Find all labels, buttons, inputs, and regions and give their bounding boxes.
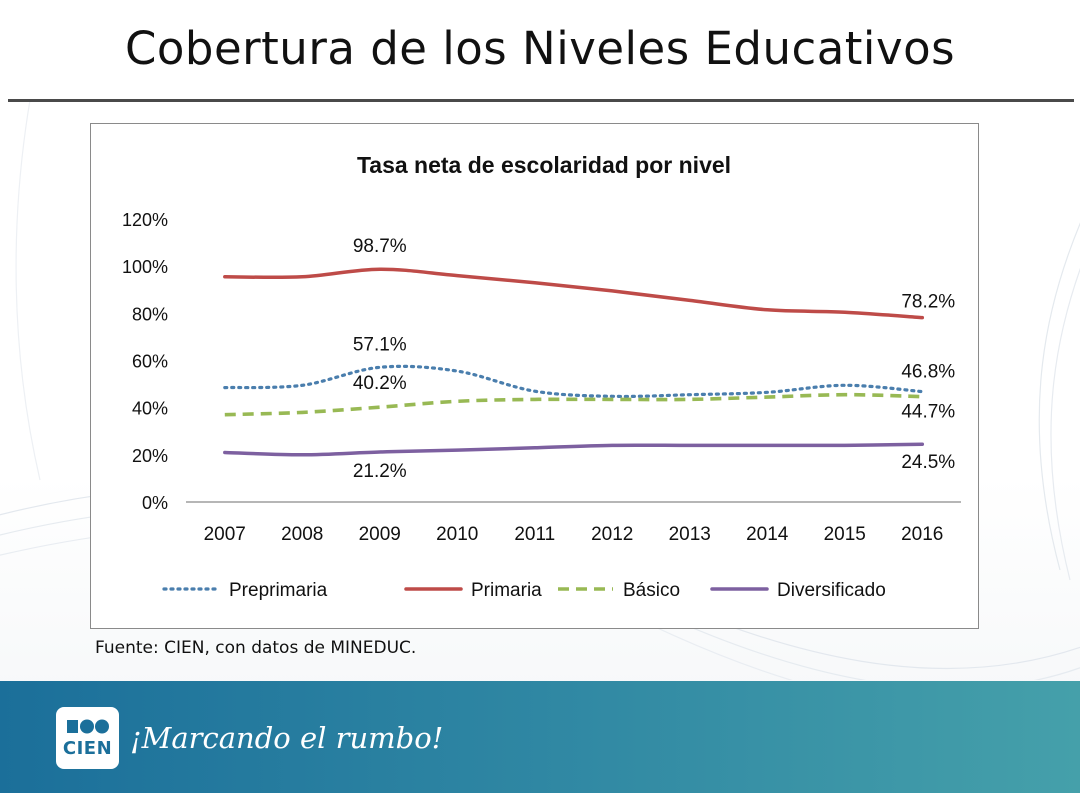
x-tick-label: 2008 xyxy=(281,524,323,545)
x-tick-label: 2016 xyxy=(901,524,943,545)
x-tick-labels: 2007 2008 2009 2010 2011 2012 2013 2014 2015 2016 xyxy=(204,524,944,545)
series-line-primaria xyxy=(223,267,925,320)
legend-label-basico: Básico xyxy=(623,580,680,601)
x-tick-label: 2009 xyxy=(359,524,401,545)
x-tick-label: 2014 xyxy=(746,524,789,545)
series-line-preprimaria xyxy=(223,364,924,399)
logo-mark-icon xyxy=(67,719,109,734)
y-tick-labels: 0% 20% 40% 60% 80% 100% 120% xyxy=(122,210,168,513)
source-note: Fuente: CIEN, con datos de MINEDUC. xyxy=(95,638,417,658)
data-label-primaria-2016: 78.2% xyxy=(901,292,955,313)
x-tick-label: 2011 xyxy=(514,524,555,545)
chart-container: Tasa neta de escolaridad por nivel 0% 20%… xyxy=(90,123,979,629)
footer-band: CIEN ¡Marcando el rumbo! xyxy=(0,681,1080,793)
data-labels: 98.7% 78.2% 57.1% 46.8% 40.2% 44.7% 21.2% 24.5% xyxy=(353,236,955,482)
y-tick-label: 100% xyxy=(122,257,168,277)
slide-title: Cobertura de los Niveles Educativos xyxy=(124,22,956,75)
chart-title: Tasa neta de escolaridad por nivel xyxy=(357,152,731,178)
data-label-preprimaria-2016: 46.8% xyxy=(901,362,955,383)
data-label-primaria-2009: 98.7% xyxy=(353,236,407,257)
y-tick-label: 40% xyxy=(132,399,168,419)
y-tick-label: 20% xyxy=(132,446,168,466)
x-tick-label: 2010 xyxy=(436,524,478,545)
data-label-preprimaria-2009: 57.1% xyxy=(353,334,407,355)
logo-text: CIEN xyxy=(62,738,113,759)
data-label-basico-2009: 40.2% xyxy=(353,373,407,394)
data-label-diversificado-2016: 24.5% xyxy=(901,452,955,473)
legend-label-preprimaria: Preprimaria xyxy=(229,580,328,601)
y-tick-label: 60% xyxy=(132,352,168,372)
x-tick-label: 2015 xyxy=(824,524,866,545)
chart-legend: Preprimaria Primaria Básico Diversificado xyxy=(162,580,886,601)
data-label-diversificado-2009: 21.2% xyxy=(353,461,407,482)
x-tick-label: 2012 xyxy=(591,524,633,545)
legend-label-diversificado: Diversificado xyxy=(777,580,886,601)
y-tick-label: 80% xyxy=(132,304,168,324)
cien-logo: CIEN xyxy=(56,707,119,769)
x-tick-label: 2007 xyxy=(204,524,246,545)
y-tick-label: 120% xyxy=(122,210,168,230)
line-chart: Tasa neta de escolaridad por nivel 0% 20%… xyxy=(122,152,961,601)
series-line-basico xyxy=(224,392,923,417)
title-divider xyxy=(8,99,1074,102)
series-lines xyxy=(223,267,925,457)
series-line-diversificado xyxy=(223,442,925,457)
legend-label-primaria: Primaria xyxy=(471,580,542,601)
x-tick-label: 2013 xyxy=(669,524,711,545)
slogan: ¡Marcando el rumbo! xyxy=(130,721,444,755)
y-tick-label: 0% xyxy=(142,493,168,513)
data-label-basico-2016: 44.7% xyxy=(901,402,955,423)
